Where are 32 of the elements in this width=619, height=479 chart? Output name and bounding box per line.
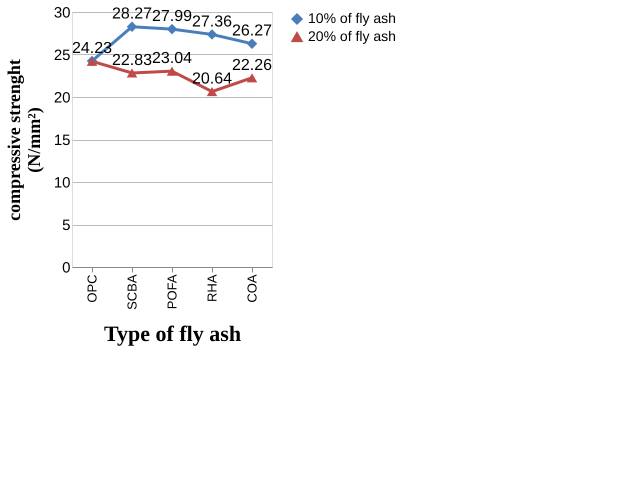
point bbox=[126, 68, 138, 78]
data-label: 23.04 bbox=[152, 50, 192, 68]
x-tick-label: COA bbox=[244, 274, 260, 303]
y-tick-label: 20 bbox=[54, 90, 70, 106]
x-tick-label: POFA bbox=[164, 274, 180, 310]
y-tick-label: 10 bbox=[54, 174, 70, 192]
data-label: 28.27 bbox=[112, 6, 152, 23]
x-tick-label: OPC bbox=[84, 274, 100, 303]
y-tick-label: 30 bbox=[54, 4, 70, 22]
point bbox=[166, 66, 178, 76]
legend-label: 10% of fly ash bbox=[308, 10, 396, 26]
y-axis-title: compressive strenght (N/mm²) bbox=[4, 59, 44, 221]
data-label: 27.36 bbox=[192, 13, 232, 30]
point bbox=[126, 21, 138, 32]
point bbox=[206, 29, 218, 40]
y-tick-label: 0 bbox=[62, 260, 70, 276]
point bbox=[206, 87, 218, 96]
data-label: 26.27 bbox=[232, 22, 272, 40]
point bbox=[246, 38, 258, 49]
legend-label: 20% of fly ash bbox=[308, 28, 396, 44]
data-label: 20.64 bbox=[192, 70, 232, 88]
y-tick-label: 5 bbox=[62, 217, 70, 234]
point bbox=[246, 73, 258, 82]
x-tick-label: SCBA bbox=[124, 274, 140, 310]
data-label: 22.26 bbox=[232, 56, 272, 74]
x-axis-title: Type of fly ash bbox=[104, 320, 242, 346]
data-label: 22.83 bbox=[112, 52, 152, 69]
data-label: 27.99 bbox=[152, 8, 192, 26]
x-tick-label: RHA bbox=[204, 274, 220, 302]
point bbox=[166, 24, 178, 34]
y-tick-label: 25 bbox=[54, 47, 70, 64]
y-tick-label: 15 bbox=[54, 132, 70, 149]
